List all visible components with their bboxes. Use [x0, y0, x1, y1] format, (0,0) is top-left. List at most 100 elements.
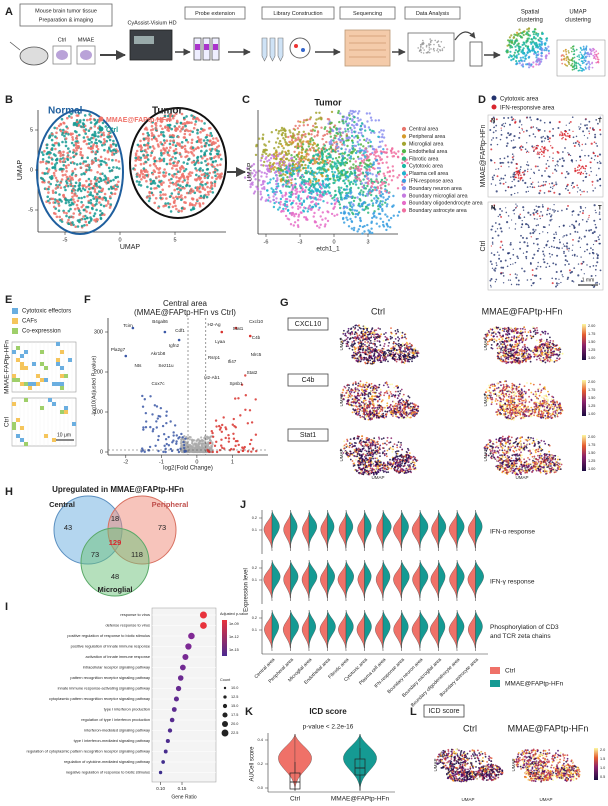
- umap-cluster: [564, 49, 567, 51]
- cell: [277, 208, 280, 211]
- monitor-image: [429, 41, 432, 44]
- label: CAFs: [22, 319, 37, 325]
- cell: [50, 162, 54, 165]
- cell: [525, 129, 528, 132]
- label: 5: [30, 127, 33, 133]
- cell: [302, 166, 305, 170]
- spatial-cluster: [509, 50, 512, 53]
- cell: [200, 127, 203, 131]
- legend-dot: [401, 178, 407, 183]
- cell: [541, 205, 544, 208]
- cell: [509, 123, 511, 126]
- cell: [500, 230, 503, 233]
- cell: [375, 150, 379, 153]
- cell: [309, 149, 312, 152]
- cell: [110, 187, 114, 190]
- umap-cluster: [575, 64, 578, 67]
- cell: [549, 121, 552, 124]
- cell: [63, 134, 66, 138]
- cell: [177, 209, 181, 213]
- cell: [215, 137, 218, 140]
- step-box: [184, 6, 246, 20]
- cell: [373, 214, 376, 218]
- cell: [264, 164, 268, 167]
- cell: [506, 155, 509, 158]
- cell: [596, 255, 599, 257]
- cell: [157, 145, 160, 148]
- cell: [218, 174, 221, 178]
- cell: [363, 138, 366, 142]
- cell: [116, 149, 119, 153]
- cell: [405, 173, 409, 177]
- cell: [306, 166, 310, 169]
- legend-swatch: [12, 318, 18, 324]
- cell: [12, 374, 16, 378]
- cell: [312, 141, 316, 145]
- cell: [311, 143, 315, 147]
- umap-cluster: [582, 48, 585, 51]
- cluster: [562, 136, 564, 139]
- cell: [524, 148, 527, 151]
- cell: [544, 137, 547, 140]
- cell: [84, 220, 88, 224]
- cell: [382, 148, 385, 151]
- cell: [304, 189, 307, 192]
- label: etch1_1: [316, 246, 340, 253]
- cell: [82, 118, 86, 122]
- cell: [363, 200, 366, 204]
- cell: [381, 192, 384, 196]
- cell: [134, 152, 138, 155]
- cell: [212, 142, 216, 146]
- cell: [216, 168, 219, 172]
- label: 0: [332, 239, 335, 245]
- cell: [510, 219, 513, 221]
- cell: [101, 121, 105, 125]
- cell: [20, 438, 24, 442]
- cell: [191, 152, 194, 155]
- umap-cluster: [587, 67, 590, 69]
- cell: [71, 151, 75, 154]
- cell: [82, 129, 86, 132]
- cell: [200, 145, 203, 148]
- cell: [302, 121, 305, 124]
- cell: [284, 173, 287, 177]
- cell: [286, 209, 290, 212]
- cell: [108, 206, 112, 209]
- cell: [500, 272, 502, 275]
- cell: [83, 224, 86, 227]
- cell: [68, 358, 72, 362]
- cell: [154, 137, 157, 140]
- cell: [522, 209, 525, 211]
- spatial-cluster: [537, 38, 540, 41]
- cell: [200, 119, 203, 123]
- cell: [347, 191, 350, 195]
- cell: [505, 211, 508, 214]
- cell: [555, 231, 557, 234]
- cell: [254, 153, 258, 157]
- cell: [525, 151, 528, 154]
- cell: [518, 126, 521, 129]
- cell: [507, 252, 510, 255]
- label: Co-expression: [22, 329, 61, 335]
- cell: [378, 140, 382, 144]
- umap-cluster: [588, 62, 590, 64]
- cell: [219, 163, 222, 166]
- cell: [514, 119, 516, 121]
- cell: [40, 362, 44, 366]
- cell: [108, 135, 112, 138]
- spatial-cluster: [536, 34, 539, 37]
- cell: [554, 168, 557, 171]
- cell: [392, 155, 396, 158]
- cell: [103, 140, 107, 143]
- cell: [314, 122, 317, 125]
- cell: [567, 204, 569, 207]
- cell: [28, 386, 32, 390]
- cell: [80, 224, 84, 228]
- cell: [340, 198, 344, 201]
- cell: [343, 221, 346, 224]
- cell: [533, 208, 536, 211]
- cell: [513, 178, 516, 181]
- cell: [308, 177, 311, 181]
- cell: [521, 267, 523, 270]
- cell: [272, 168, 275, 171]
